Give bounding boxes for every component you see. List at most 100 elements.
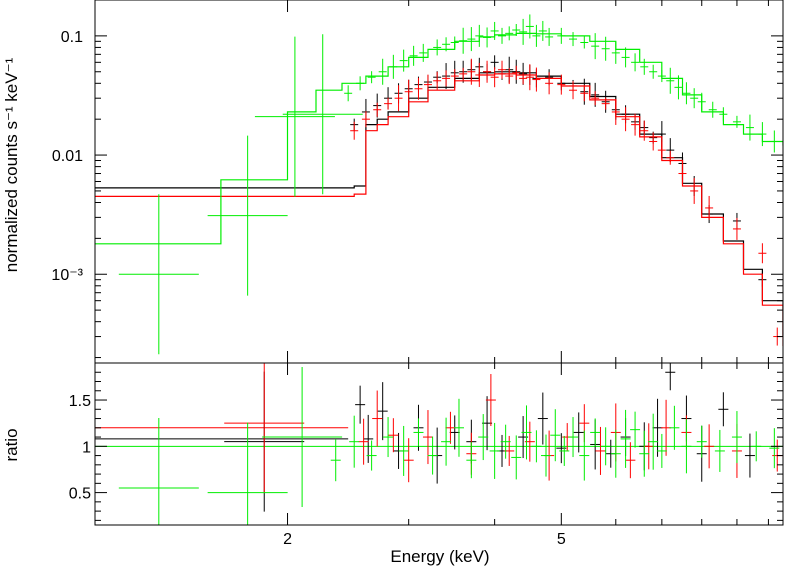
data-point — [621, 107, 630, 132]
data-point — [705, 195, 714, 220]
data-point — [690, 177, 699, 204]
ratio-point — [568, 417, 579, 458]
data-point — [640, 58, 649, 75]
ratio-point — [413, 418, 424, 447]
data-point — [591, 91, 600, 106]
ratio-point — [600, 427, 611, 466]
data-point — [282, 34, 363, 195]
ratio-point — [630, 411, 641, 448]
ratio-point — [355, 385, 366, 424]
data-point — [532, 67, 541, 92]
ratio-point — [453, 398, 464, 457]
data-point — [519, 18, 528, 45]
model-step-line — [95, 73, 783, 346]
data-point — [732, 115, 741, 128]
ratio-point — [521, 405, 532, 460]
tick-label: 1 — [82, 439, 91, 456]
ratio-point — [625, 442, 636, 479]
ratio-point — [207, 422, 288, 525]
ratio-point — [511, 435, 522, 480]
ratio-point — [489, 422, 500, 479]
data-point — [745, 114, 754, 141]
data-point — [442, 70, 451, 87]
ratio-point — [681, 419, 692, 474]
ratio-point — [478, 414, 489, 461]
data-point — [719, 107, 728, 122]
data-point — [423, 74, 432, 95]
ratio-point — [595, 426, 606, 475]
ratio-point — [466, 442, 477, 479]
tick-label: 1.5 — [69, 393, 91, 410]
tick-labels: 10⁻³ 0.01 0.1 0.5 1 1.5 2 5 — [51, 29, 565, 548]
data-point — [557, 27, 566, 44]
model-step-line — [95, 32, 783, 245]
data-point — [433, 71, 442, 90]
data-point — [409, 45, 418, 66]
ratio-point — [422, 410, 433, 465]
ratio-point — [648, 413, 659, 470]
data-point — [649, 132, 658, 151]
data-point — [545, 27, 554, 46]
data-point — [682, 82, 691, 105]
ratio-y-axis-title: ratio — [2, 428, 21, 461]
spectrum-y-axis-title: normalized counts s⁻¹ keV⁻¹ — [2, 57, 21, 272]
data-point — [433, 39, 442, 56]
data-point — [732, 217, 741, 240]
data-point — [532, 24, 541, 47]
spectrum-series — [95, 14, 783, 355]
data-point — [361, 111, 370, 128]
ratio-point — [485, 374, 496, 427]
ratio-point — [427, 436, 438, 475]
data-point — [350, 121, 359, 140]
data-point — [467, 58, 476, 85]
data-point — [657, 142, 666, 159]
data-point — [442, 37, 451, 52]
ratio-point — [769, 428, 780, 469]
data-point — [367, 71, 376, 84]
ratio-point — [500, 424, 511, 459]
data-point — [373, 102, 382, 117]
ratio-point — [363, 414, 374, 463]
ratio-point — [366, 440, 377, 471]
data-point — [601, 36, 610, 61]
data-point — [591, 33, 600, 60]
data-point — [505, 68, 514, 85]
data-point — [399, 49, 408, 72]
data-point — [569, 32, 578, 47]
data-point — [490, 21, 499, 40]
ratio-point — [620, 409, 631, 468]
data-point — [483, 27, 492, 48]
data-point — [631, 53, 640, 72]
data-point — [678, 167, 687, 180]
ratio-panel-frame — [94, 362, 784, 526]
data-point — [389, 54, 398, 79]
ratio-point — [656, 433, 667, 468]
ratio-point — [665, 363, 676, 391]
ratio-point — [349, 415, 360, 468]
data-point — [770, 130, 779, 153]
ratio-point — [441, 417, 452, 466]
ratio-point — [559, 435, 570, 466]
data-point — [512, 65, 521, 80]
data-point — [569, 81, 578, 100]
tick-label: 10⁻³ — [51, 267, 83, 284]
ratio-point — [590, 418, 601, 447]
data-point — [404, 79, 413, 104]
data-point — [512, 24, 521, 37]
ratio-point — [398, 425, 409, 476]
ratio-point — [383, 417, 394, 458]
data-point — [490, 67, 499, 88]
data-point — [580, 85, 589, 102]
data-point — [621, 47, 630, 68]
ratio-point — [556, 433, 567, 464]
data-point — [525, 64, 534, 91]
data-point — [708, 101, 717, 118]
data-point — [450, 69, 459, 84]
data-point — [649, 64, 658, 79]
ratio-point — [696, 425, 707, 458]
ratio-series — [95, 363, 783, 525]
data-point — [207, 135, 288, 296]
data-point — [545, 72, 554, 95]
model-step-line — [95, 71, 783, 337]
ratio-point — [573, 412, 584, 453]
